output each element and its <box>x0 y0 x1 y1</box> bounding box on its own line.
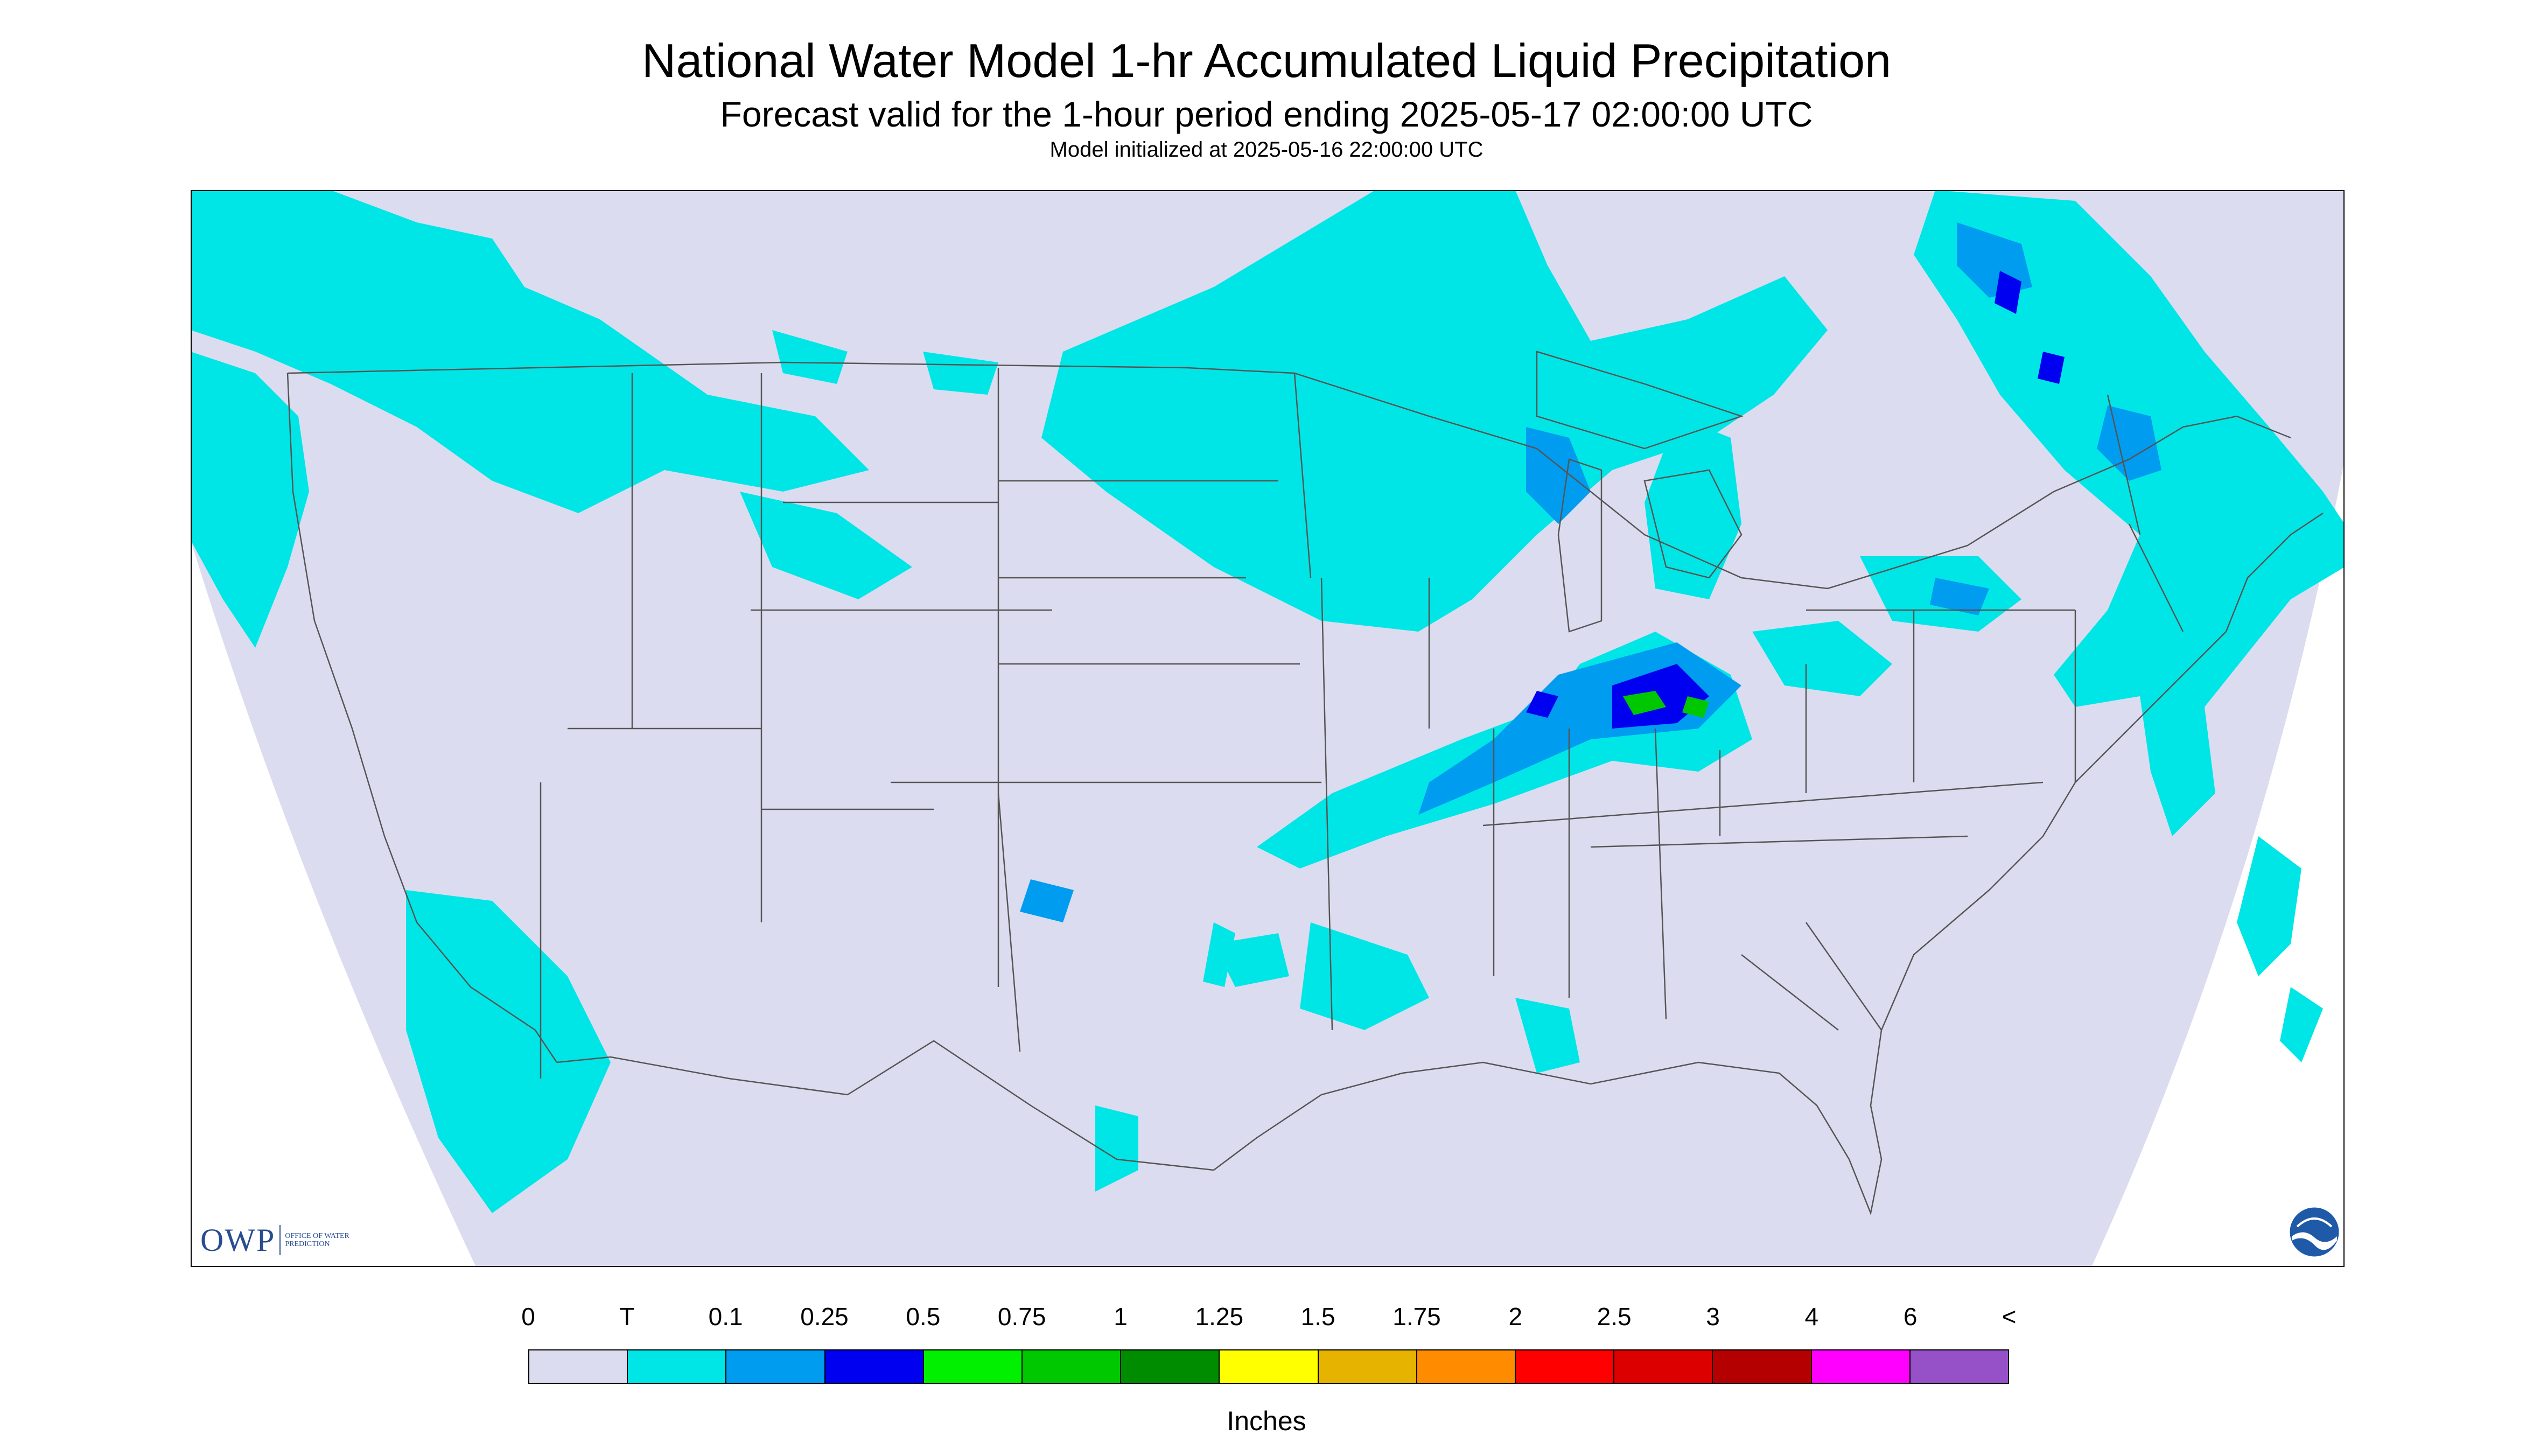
legend-tick-label: 2.5 <box>1597 1303 1632 1331</box>
legend-swatch <box>529 1350 628 1383</box>
legend-swatch <box>1417 1350 1516 1383</box>
legend-color-bar <box>528 1349 2009 1384</box>
political-boundaries <box>286 351 2324 1216</box>
legend-swatch <box>1516 1350 1615 1383</box>
legend-swatch <box>628 1350 727 1383</box>
owp-logo-mark: OWP <box>200 1222 276 1258</box>
legend-tick-label: 1.25 <box>1195 1303 1244 1331</box>
map-subtitle: Forecast valid for the 1-hour period end… <box>720 94 1813 134</box>
legend-tick-label: 1 <box>1114 1303 1128 1331</box>
legend-swatch <box>1121 1350 1220 1383</box>
legend-swatch <box>1713 1350 1812 1383</box>
legend-swatch <box>1910 1350 2009 1383</box>
legend-tick-label: 2 <box>1508 1303 1523 1331</box>
legend-swatch <box>726 1350 825 1383</box>
owp-logo: OWP OFFICE OF WATER PREDICTION <box>200 1221 360 1259</box>
noaa-logo <box>2288 1206 2341 1258</box>
legend-tick-label: 0.75 <box>997 1303 1046 1331</box>
legend-swatch <box>923 1350 1023 1383</box>
legend-tick-label: T <box>619 1303 635 1331</box>
legend-tick-label: 1.5 <box>1300 1303 1335 1331</box>
legend-tick-labels: 0 T 0.1 0.25 0.5 0.75 1 1.25 1.5 1.75 2 2.5 3 4 6 < <box>0 1302 2533 1340</box>
precip-heavy-areas <box>1623 691 1709 718</box>
legend-swatch <box>1023 1350 1122 1383</box>
owp-logo-divider <box>279 1225 281 1255</box>
model-init-line: Model initialized at 2025-05-16 22:00:00… <box>1049 138 1484 162</box>
legend-tick-label: 0.25 <box>800 1303 849 1331</box>
legend-swatch <box>1318 1350 1417 1383</box>
legend-tick-label: 1.75 <box>1393 1303 1441 1331</box>
legend-swatch <box>825 1350 924 1383</box>
legend-tick-label: 0 <box>521 1303 535 1331</box>
legend-swatch <box>1811 1350 1911 1383</box>
legend-tick-label: 6 <box>1903 1303 1918 1331</box>
legend-tick-label: 0.5 <box>906 1303 941 1331</box>
precipitation-map <box>191 190 2345 1267</box>
legend-swatch <box>1220 1350 1319 1383</box>
legend-tick-label: 0.1 <box>708 1303 743 1331</box>
map-title: National Water Model 1-hr Accumulated Li… <box>641 34 1892 87</box>
owp-logo-text: OFFICE OF WATER PREDICTION <box>285 1232 349 1248</box>
legend-units-label: Inches <box>1227 1406 1306 1436</box>
legend-tick-label: < <box>2002 1303 2017 1331</box>
legend-tick-label: 4 <box>1804 1303 1819 1331</box>
legend-tick-label: 3 <box>1706 1303 1720 1331</box>
legend-swatch <box>1614 1350 1713 1383</box>
